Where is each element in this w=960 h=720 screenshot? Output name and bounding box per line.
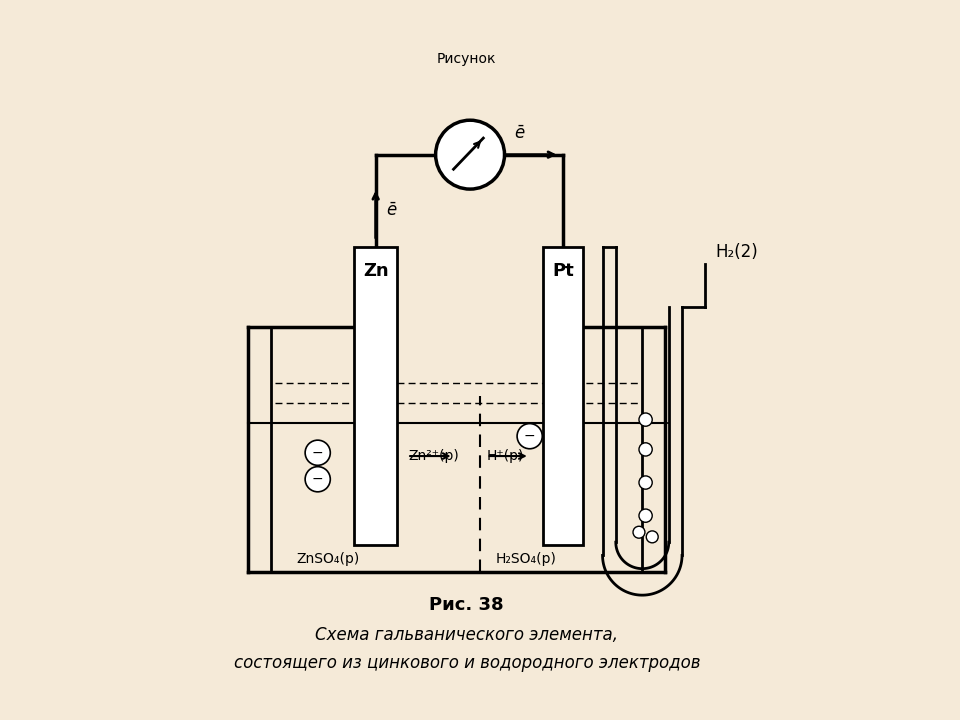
Circle shape bbox=[633, 526, 645, 538]
Circle shape bbox=[646, 531, 659, 543]
Circle shape bbox=[639, 413, 652, 426]
Circle shape bbox=[639, 509, 652, 522]
Text: состоящего из цинкового и водородного электродов: состоящего из цинкового и водородного эл… bbox=[233, 654, 700, 672]
Bar bbox=[543, 248, 583, 546]
Text: $\bar{e}$: $\bar{e}$ bbox=[514, 125, 525, 143]
Circle shape bbox=[639, 476, 652, 489]
Text: Zn²⁺(p): Zn²⁺(p) bbox=[408, 449, 459, 463]
Text: Zn: Zn bbox=[363, 261, 389, 279]
Circle shape bbox=[305, 440, 330, 465]
Text: −: − bbox=[524, 429, 536, 444]
Text: Схема гальванического элемента,: Схема гальванического элемента, bbox=[315, 626, 618, 644]
Text: H₂(2): H₂(2) bbox=[715, 243, 757, 261]
Circle shape bbox=[517, 423, 542, 449]
Text: Рисунок: Рисунок bbox=[437, 52, 496, 66]
Text: H⁺(p): H⁺(p) bbox=[487, 449, 524, 463]
Text: −: − bbox=[312, 472, 324, 486]
Circle shape bbox=[436, 120, 505, 189]
Text: $\bar{e}$: $\bar{e}$ bbox=[386, 202, 397, 220]
Text: −: − bbox=[312, 446, 324, 460]
Text: ZnSO₄(p): ZnSO₄(p) bbox=[296, 552, 359, 566]
Text: Pt: Pt bbox=[552, 261, 574, 279]
Text: H₂SO₄(p): H₂SO₄(p) bbox=[496, 552, 557, 566]
Circle shape bbox=[639, 443, 652, 456]
Text: Рис. 38: Рис. 38 bbox=[429, 596, 504, 614]
Circle shape bbox=[305, 467, 330, 492]
Bar bbox=[354, 248, 397, 546]
